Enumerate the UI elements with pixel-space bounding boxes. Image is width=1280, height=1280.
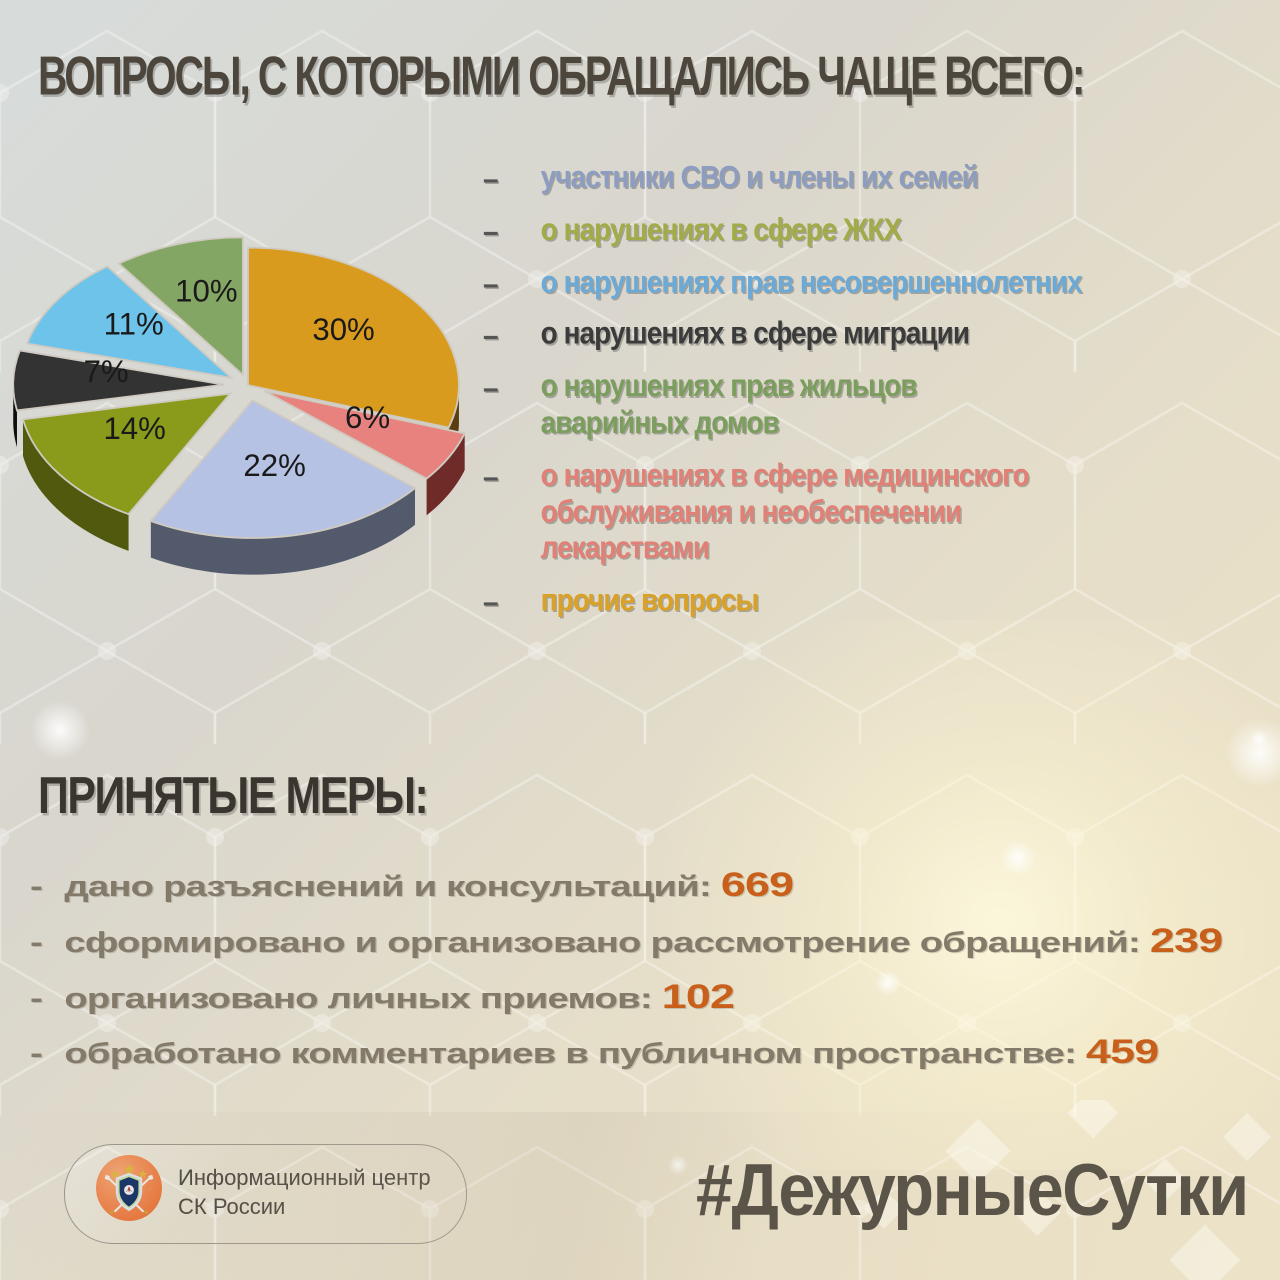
svg-text:22%: 22% [243,448,305,483]
svg-text:6%: 6% [345,400,390,435]
svg-text:11%: 11% [104,306,164,341]
svg-text:30%: 30% [312,312,374,347]
svg-text:14%: 14% [103,411,165,446]
svg-text:10%: 10% [175,274,237,309]
svg-text:7%: 7% [84,354,129,389]
